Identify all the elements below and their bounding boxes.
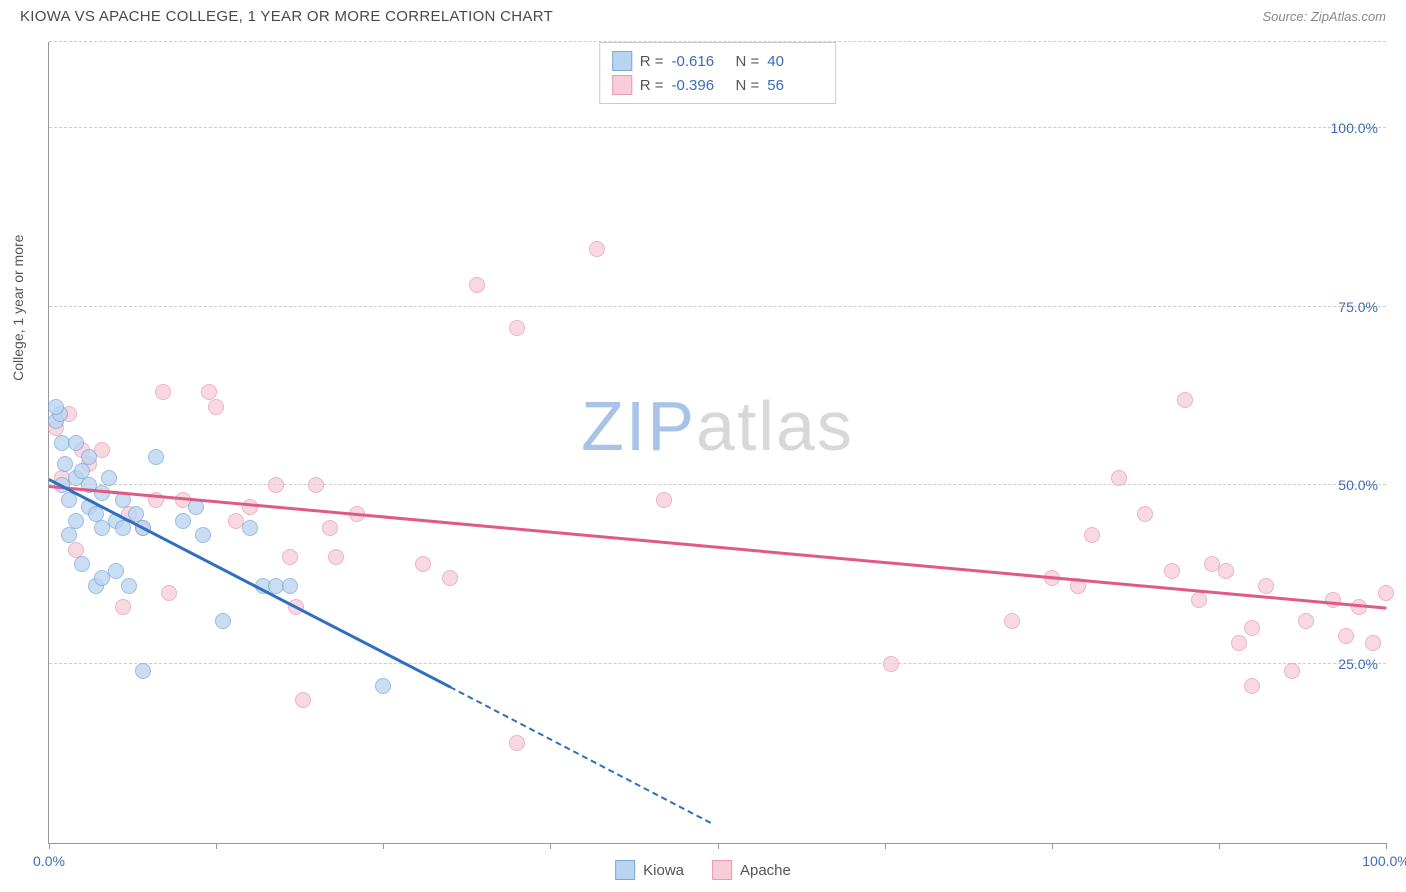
apache-point xyxy=(208,399,224,415)
apache-point xyxy=(1338,628,1354,644)
x-tick xyxy=(1386,843,1387,849)
apache-point xyxy=(656,492,672,508)
y-axis-label: College, 1 year or more xyxy=(10,235,26,381)
source-attribution: Source: ZipAtlas.com xyxy=(1262,9,1386,24)
apache-point xyxy=(1284,663,1300,679)
kiowa-point xyxy=(282,578,298,594)
apache-point xyxy=(322,520,338,536)
y-tick-label: 100.0% xyxy=(1331,120,1378,136)
kiowa-point xyxy=(57,456,73,472)
kiowa-point xyxy=(81,449,97,465)
apache-point xyxy=(1137,506,1153,522)
apache-point xyxy=(282,549,298,565)
apache-point xyxy=(1244,678,1260,694)
x-tick xyxy=(383,843,384,849)
apache-point xyxy=(1164,563,1180,579)
y-tick-label: 50.0% xyxy=(1338,477,1378,493)
kiowa-n-value: 40 xyxy=(767,53,823,70)
apache-point xyxy=(589,241,605,257)
apache-point xyxy=(155,384,171,400)
apache-point xyxy=(1325,592,1341,608)
watermark: ZIPatlas xyxy=(581,386,854,466)
scatter-chart: ZIPatlas R = -0.616 N = 40 R = -0.396 N … xyxy=(48,42,1386,844)
apache-point xyxy=(1298,613,1314,629)
gridline xyxy=(49,663,1386,664)
kiowa-point xyxy=(68,513,84,529)
apache-point xyxy=(883,656,899,672)
x-tick-label: 100.0% xyxy=(1362,853,1406,869)
gridline xyxy=(49,127,1386,128)
legend-row-apache: R = -0.396 N = 56 xyxy=(612,73,824,97)
kiowa-point xyxy=(375,678,391,694)
apache-point xyxy=(1177,392,1193,408)
x-tick xyxy=(885,843,886,849)
apache-point xyxy=(115,599,131,615)
x-tick xyxy=(1219,843,1220,849)
apache-point xyxy=(1365,635,1381,651)
kiowa-point xyxy=(121,578,137,594)
apache-point xyxy=(268,477,284,493)
x-tick xyxy=(718,843,719,849)
kiowa-point xyxy=(61,527,77,543)
apache-point xyxy=(242,499,258,515)
legend-label: Kiowa xyxy=(643,862,684,879)
kiowa-point xyxy=(74,556,90,572)
apache-point xyxy=(1258,578,1274,594)
kiowa-trendline-extrapolated xyxy=(450,686,712,824)
y-tick-label: 75.0% xyxy=(1338,299,1378,315)
apache-point xyxy=(415,556,431,572)
legend-item-apache: Apache xyxy=(712,860,791,880)
legend-row-kiowa: R = -0.616 N = 40 xyxy=(612,49,824,73)
x-tick-label: 0.0% xyxy=(33,853,65,869)
x-tick xyxy=(216,843,217,849)
apache-point xyxy=(308,477,324,493)
apache-point xyxy=(1218,563,1234,579)
correlation-legend: R = -0.616 N = 40 R = -0.396 N = 56 xyxy=(599,42,837,104)
kiowa-r-value: -0.616 xyxy=(672,53,728,70)
apache-point xyxy=(328,549,344,565)
kiowa-point xyxy=(115,520,131,536)
apache-point xyxy=(509,735,525,751)
series-legend: Kiowa Apache xyxy=(615,860,791,880)
apache-r-value: -0.396 xyxy=(672,77,728,94)
gridline xyxy=(49,306,1386,307)
apache-point xyxy=(442,570,458,586)
apache-point xyxy=(1004,613,1020,629)
chart-title: KIOWA VS APACHE COLLEGE, 1 YEAR OR MORE … xyxy=(20,8,553,25)
apache-point xyxy=(161,585,177,601)
apache-trendline xyxy=(49,485,1386,609)
apache-point xyxy=(509,320,525,336)
kiowa-point xyxy=(135,663,151,679)
apache-point xyxy=(1244,620,1260,636)
kiowa-point xyxy=(48,399,64,415)
x-tick xyxy=(1052,843,1053,849)
legend-item-kiowa: Kiowa xyxy=(615,860,684,880)
kiowa-point xyxy=(68,435,84,451)
kiowa-swatch-icon xyxy=(612,51,632,71)
apache-swatch-icon xyxy=(612,75,632,95)
kiowa-point xyxy=(175,513,191,529)
apache-point xyxy=(1191,592,1207,608)
x-tick xyxy=(49,843,50,849)
kiowa-point xyxy=(108,563,124,579)
apache-n-value: 56 xyxy=(767,77,823,94)
apache-point xyxy=(1378,585,1394,601)
kiowa-point xyxy=(215,613,231,629)
kiowa-point xyxy=(242,520,258,536)
apache-point xyxy=(1231,635,1247,651)
apache-point xyxy=(295,692,311,708)
apache-point xyxy=(469,277,485,293)
legend-label: Apache xyxy=(740,862,791,879)
kiowa-swatch-icon xyxy=(615,860,635,880)
kiowa-point xyxy=(195,527,211,543)
kiowa-point xyxy=(101,470,117,486)
apache-swatch-icon xyxy=(712,860,732,880)
y-tick-label: 25.0% xyxy=(1338,656,1378,672)
x-tick xyxy=(550,843,551,849)
kiowa-point xyxy=(148,449,164,465)
gridline xyxy=(49,484,1386,485)
apache-point xyxy=(1111,470,1127,486)
apache-point xyxy=(1084,527,1100,543)
